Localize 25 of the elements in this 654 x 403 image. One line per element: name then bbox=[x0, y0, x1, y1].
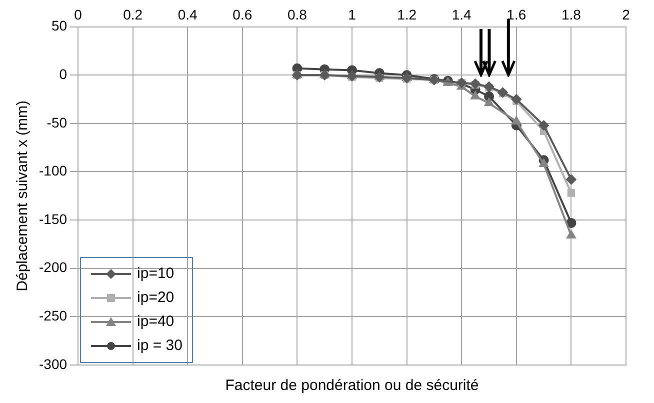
x-tick-label: 0 bbox=[74, 6, 82, 22]
y-tick-label: -200 bbox=[38, 259, 68, 276]
x-axis-title: Facteur de pondération ou de sécurité bbox=[225, 377, 479, 394]
x-tick-label: 1.8 bbox=[561, 6, 582, 22]
y-tick-label: -250 bbox=[38, 308, 68, 324]
x-tick-label: 1 bbox=[348, 6, 356, 22]
x-tick-label: 0.4 bbox=[178, 6, 198, 22]
x-tick-label: 2 bbox=[622, 6, 630, 22]
legend-label: ip=40 bbox=[137, 312, 174, 332]
legend-label: ip = 30 bbox=[137, 336, 182, 356]
y-tick-label: -100 bbox=[38, 162, 68, 179]
x-tick-label: 0.2 bbox=[123, 6, 143, 22]
x-tick-label: 0.6 bbox=[232, 6, 252, 22]
x-tick-label: 1.4 bbox=[452, 6, 472, 22]
legend-label: ip=10 bbox=[137, 264, 174, 284]
y-tick-label: -300 bbox=[38, 356, 68, 372]
y-tick-label: -150 bbox=[38, 210, 68, 227]
x-tick-label: 1.2 bbox=[397, 6, 417, 22]
y-tick-label: 50 bbox=[51, 18, 68, 34]
x-tick-label: 1.6 bbox=[506, 6, 526, 22]
y-axis-title: Déplacement suivant x (mm) bbox=[14, 100, 32, 292]
x-tick-label: 0.8 bbox=[287, 6, 308, 22]
y-tick-label: 0 bbox=[59, 66, 68, 82]
y-tick-label: -50 bbox=[46, 114, 68, 130]
legend-label: ip=20 bbox=[137, 288, 174, 308]
